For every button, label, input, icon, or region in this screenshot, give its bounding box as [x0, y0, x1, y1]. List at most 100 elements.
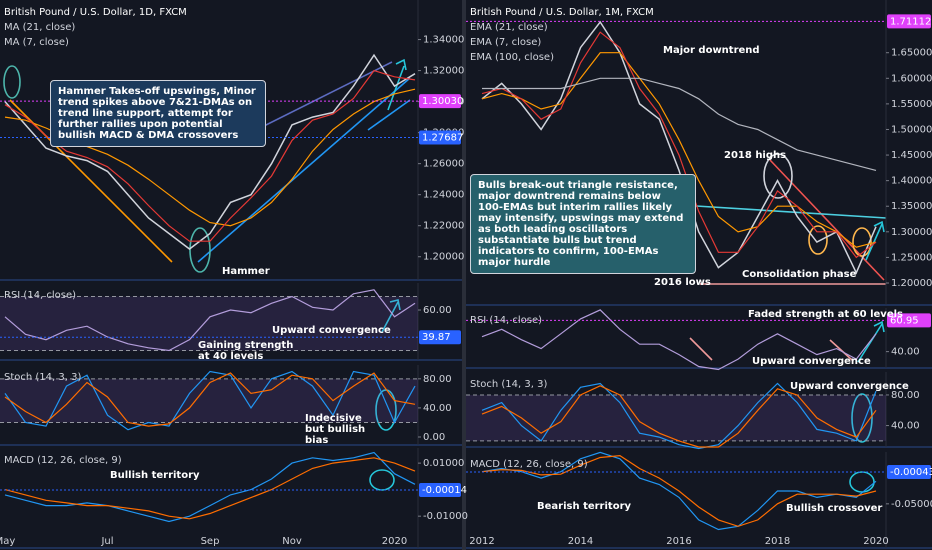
annotation: Gaining strength at 40 levels [198, 340, 294, 362]
chart-title: British Pound / U.S. Dollar, 1D, FXCM [4, 7, 187, 18]
series-line [4, 53, 416, 250]
y-tick-label: 1.65000 [891, 48, 932, 59]
series-line [481, 451, 877, 531]
x-tick-label: 2018 [765, 536, 790, 547]
y-tick-label: 1.32000 [423, 66, 464, 77]
x-tick-label: Sep [201, 536, 220, 547]
y-tick-label: 1.34000 [423, 35, 464, 46]
y-tick-label: 1.24000 [423, 190, 464, 201]
series-line [4, 372, 416, 427]
y-tick-label: 0.01000 [423, 458, 464, 469]
highlight [189, 227, 211, 273]
y-tick-label: 1.55000 [891, 99, 932, 110]
y-tick-label: 1.20000 [423, 252, 464, 263]
level-label: -0.00014 [422, 485, 467, 496]
series-line [481, 309, 877, 371]
series-line [4, 69, 416, 242]
legend-entry: EMA (21, close) [470, 22, 548, 33]
y-tick-label: 1.26000 [423, 159, 464, 170]
annotation-box: Hammer Takes-off upswings, Minor trend s… [50, 80, 266, 147]
series-line [481, 20, 877, 275]
y-tick-label: 40.00 [423, 403, 452, 414]
level-tag [419, 94, 461, 109]
y-tick-label: 60.00 [423, 305, 452, 316]
separator [462, 0, 466, 550]
level-tag [419, 330, 461, 345]
annotation: Faded strength at 60 levels [748, 309, 903, 320]
arrow [857, 320, 885, 363]
legend-entry: EMA (100, close) [470, 52, 554, 63]
level-label: 60.95 [890, 315, 919, 326]
level-tag [887, 464, 931, 479]
panel-title: RSI (14, close) [4, 290, 76, 301]
y-tick-label: 1.22000 [423, 221, 464, 232]
panel-title: MACD (12, 26, close, 9) [4, 455, 122, 466]
series-line [481, 454, 877, 527]
level-tag [419, 130, 461, 145]
annotation: Major downtrend [663, 45, 760, 56]
y-tick-label: 0.00 [423, 432, 445, 443]
legend-entry: EMA (7, close) [470, 37, 541, 48]
level-label: 39.87 [422, 332, 451, 343]
trend-line [259, 61, 393, 129]
annotation: Bullish territory [110, 470, 200, 481]
chart-title: British Pound / U.S. Dollar, 1M, FXCM [470, 7, 654, 18]
drawings [3, 58, 887, 493]
highlight [849, 471, 875, 493]
panel-title: MACD (12, 26, close, 9) [470, 459, 588, 470]
series-line [481, 382, 877, 450]
level-tag [887, 313, 931, 328]
annotation: 2018 highs [724, 150, 787, 161]
x-tick-label: 2020 [863, 536, 888, 547]
arrow [829, 339, 853, 361]
y-tick-label: 1.20000 [891, 278, 932, 289]
x-tick-label: 2016 [666, 536, 691, 547]
y-tick-label: 80.00 [423, 374, 452, 385]
level-tag [419, 483, 461, 498]
series-line [4, 370, 416, 431]
annotation: Bearish territory [537, 501, 632, 512]
y-tick-label: -0.05000 [891, 499, 932, 510]
band-fill [466, 394, 886, 441]
highlight [763, 153, 793, 199]
level-tag [887, 14, 931, 29]
highlight [808, 225, 828, 255]
x-tick-label: May [0, 536, 15, 547]
trend-line [197, 77, 411, 263]
arrow [381, 299, 401, 333]
band-fill [0, 296, 418, 351]
y-tick-label: 40.00 [891, 421, 920, 432]
arrow [689, 337, 713, 361]
level-label: 1.27687 [422, 132, 463, 143]
y-tick-label: -0.01000 [423, 511, 468, 522]
y-tick-label: 1.60000 [891, 73, 932, 84]
series-line [4, 457, 416, 520]
x-tick-label: 2014 [568, 536, 593, 547]
y-tick-label: 1.35000 [891, 201, 932, 212]
annotation: Consolidation phase [742, 269, 857, 280]
series-line [481, 31, 877, 259]
arrow [387, 58, 407, 111]
series-line [481, 52, 877, 248]
trend-line [679, 204, 887, 219]
annotation: Bullish crossover [786, 503, 883, 514]
level-label: 1.71112 [890, 16, 931, 27]
highlight [369, 469, 395, 491]
series-line [4, 451, 416, 523]
level-label: 1.30030 [422, 96, 463, 107]
x-tick-label: 2012 [469, 536, 494, 547]
y-tick-label: 1.40000 [891, 176, 932, 187]
legend-entry: MA (7, close) [4, 37, 69, 48]
highlight [852, 227, 872, 257]
y-tick-label: 40.00 [891, 347, 920, 358]
highlight [3, 65, 21, 99]
series-line [4, 289, 416, 352]
series-line [481, 385, 877, 448]
annotation: Upward convergence [272, 325, 391, 336]
x-tick-label: Jul [100, 536, 113, 547]
panel-title: Stoch (14, 3, 3) [4, 372, 81, 383]
annotation: Indecisive but bullish bias [305, 413, 366, 446]
annotation: Upward convergence [752, 356, 871, 367]
